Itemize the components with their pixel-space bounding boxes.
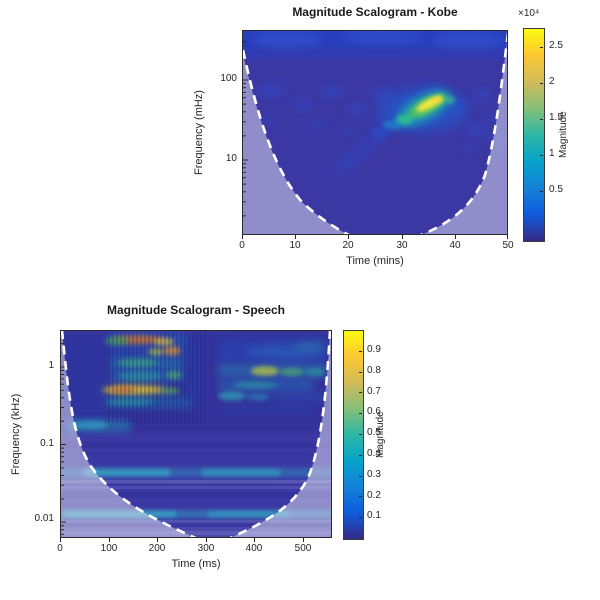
kobe-y-tick: 100 — [220, 73, 237, 84]
kobe-colorbar-tickmark — [540, 47, 543, 48]
kobe-x-tick: 50 — [502, 240, 514, 251]
kobe-x-tickmark — [402, 235, 403, 239]
speech-x-tickmark — [303, 538, 304, 542]
kobe-y-tick: 10 — [225, 153, 237, 164]
speech-colorbar-tick: 0.2 — [367, 490, 381, 501]
speech-colorbar-tick: 0.6 — [367, 406, 381, 417]
speech-colorbar-tickmark — [359, 351, 362, 352]
speech-outside-cone-left — [60, 330, 196, 538]
speech-y-tick: 1 — [48, 360, 54, 371]
kobe-colorbar-tickmark — [540, 191, 543, 192]
speech-x-axis-label: Time (ms) — [171, 558, 221, 570]
kobe-colorbar-tickmark — [540, 155, 543, 156]
speech-colorbar-tick: 0.9 — [367, 344, 381, 355]
speech-y-tick: 0.1 — [40, 438, 54, 449]
speech-scalogram-image — [60, 330, 332, 538]
speech-colorbar-tick: 0.7 — [367, 386, 381, 397]
speech-x-tickmark — [60, 538, 61, 542]
speech-x-tick: 500 — [294, 543, 312, 554]
kobe-x-tick: 40 — [449, 240, 461, 251]
speech-colorbar-tickmark — [359, 496, 362, 497]
speech-x-tickmark — [157, 538, 158, 542]
speech-colorbar-tickmark — [359, 434, 362, 435]
kobe-colorbar-tick: 2.5 — [549, 40, 563, 51]
kobe-outside-cone-right — [420, 33, 508, 235]
kobe-x-tickmark — [348, 235, 349, 239]
kobe-x-axis-label: Time (mins) — [346, 255, 404, 267]
speech-colorbar-tick: 0.3 — [367, 469, 381, 480]
kobe-title: Magnitude Scalogram - Kobe — [292, 5, 458, 19]
kobe-colorbar-tickmark — [540, 83, 543, 84]
kobe-x-tick: 30 — [396, 240, 408, 251]
speech-y-tick: 0.01 — [34, 513, 54, 524]
speech-plot-border — [60, 330, 332, 538]
kobe-x-tickmark — [455, 235, 456, 239]
kobe-colorbar — [523, 28, 545, 242]
kobe-colorbar-tick: 1.5 — [549, 112, 563, 123]
kobe-high-freq-noise-band — [242, 30, 508, 68]
speech-colorbar-tickmark — [359, 413, 362, 414]
speech-x-tick: 400 — [245, 543, 263, 554]
speech-vertical-striations-strong — [105, 333, 205, 423]
speech-colorbar-tick: 0.8 — [367, 365, 381, 376]
speech-colorbar-tickmark — [359, 517, 362, 518]
speech-outside-cone-right — [230, 330, 332, 538]
speech-x-tick: 0 — [57, 543, 63, 554]
speech-x-tick: 100 — [100, 543, 118, 554]
kobe-x-tick: 20 — [342, 240, 354, 251]
kobe-colorbar-tickmark — [540, 119, 543, 120]
speech-x-tick: 300 — [197, 543, 215, 554]
speech-x-tickmark — [206, 538, 207, 542]
kobe-colorbar-tick: 1 — [549, 148, 555, 159]
kobe-x-tickmark — [295, 235, 296, 239]
kobe-x-tickmark — [507, 235, 508, 239]
speech-colorbar-label: Magnitude — [375, 411, 386, 459]
speech-colorbar-tick: 0.4 — [367, 448, 381, 459]
kobe-scalogram-image — [242, 30, 508, 235]
speech-x-tick: 200 — [148, 543, 166, 554]
speech-colorbar-tickmark — [359, 476, 362, 477]
speech-x-tickmark — [109, 538, 110, 542]
kobe-colorbar-multiplier: ×10⁴ — [518, 8, 540, 19]
speech-colorbar — [343, 330, 364, 540]
speech-colorbar-tickmark — [359, 392, 362, 393]
kobe-colorbar-label: Magnitude — [558, 111, 569, 159]
kobe-colorbar-tick: 2 — [549, 76, 555, 87]
speech-colorbar-tick: 0.5 — [367, 427, 381, 438]
speech-colorbar-tickmark — [359, 372, 362, 373]
speech-colorbar-tick: 0.1 — [367, 510, 381, 521]
kobe-faint-trail-2 — [325, 155, 359, 181]
speech-y-tickmarks-inner — [61, 343, 66, 535]
speech-cone-of-influence — [60, 330, 332, 538]
kobe-colorbar-tick: 0.5 — [549, 184, 563, 195]
kobe-x-tickmark — [242, 235, 243, 239]
kobe-plot-border — [242, 30, 508, 235]
speech-title: Magnitude Scalogram - Speech — [106, 303, 286, 317]
kobe-outside-cone-left — [242, 50, 349, 235]
kobe-x-tick: 0 — [239, 240, 245, 251]
kobe-x-tick: 10 — [289, 240, 301, 251]
kobe-peak-energy-feature — [371, 88, 467, 138]
kobe-y-axis-label: Frequency (mHz) — [193, 90, 205, 175]
speech-colorbar-tickmark — [359, 455, 362, 456]
speech-x-tickmark — [254, 538, 255, 542]
